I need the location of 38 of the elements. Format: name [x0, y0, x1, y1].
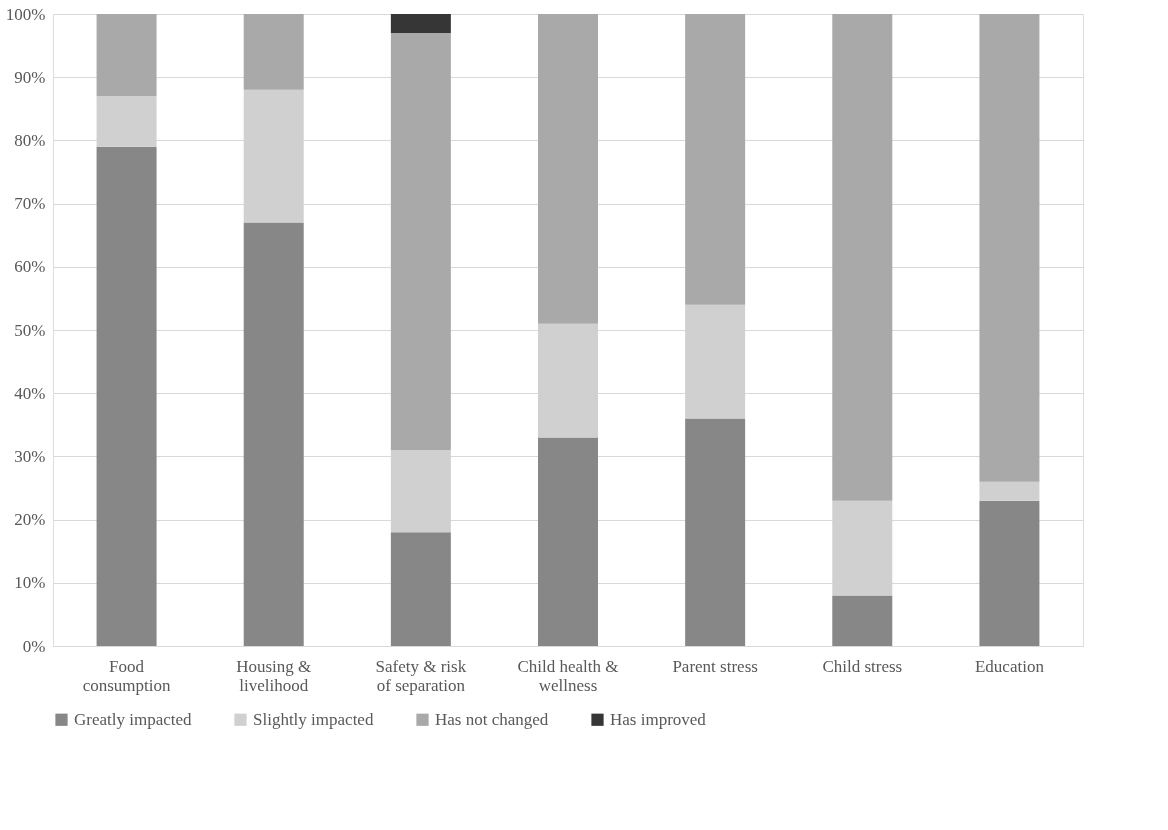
y-tick-label: 20% [14, 510, 46, 530]
bar [979, 500, 1040, 646]
legend-label: Has improved [610, 709, 707, 729]
y-tick-label: 0% [22, 636, 46, 656]
bar [979, 14, 1040, 482]
y-tick-label: 10% [14, 573, 46, 593]
x-tick-label: Child health & wellness [517, 656, 619, 695]
bar [685, 418, 746, 646]
bar [390, 532, 451, 646]
bar [243, 14, 304, 90]
bar [96, 14, 157, 97]
x-tick-label: Safety & risk of separation [375, 656, 467, 695]
x-tick-label: Education [974, 656, 1045, 676]
y-tick-label: 30% [14, 446, 46, 466]
bar [979, 481, 1040, 501]
y-tick-label: 80% [14, 130, 46, 150]
y-tick-label: 90% [14, 67, 46, 87]
y-tick-label: 40% [14, 383, 46, 403]
legend-label: Slightly impacted [253, 709, 374, 729]
bar [243, 222, 304, 646]
x-tick-label: Food consumption [82, 656, 171, 695]
bar [685, 14, 746, 305]
bar [832, 14, 893, 501]
y-tick-label: 50% [14, 320, 46, 340]
x-tick-label: Parent stress [672, 656, 758, 676]
bar [538, 437, 598, 646]
x-tick-label: Child stress [822, 656, 903, 676]
bar [832, 595, 893, 646]
bar [390, 14, 451, 33]
bar [538, 14, 598, 324]
legend-label: Greatly impacted [74, 709, 193, 729]
bar [96, 146, 157, 646]
y-tick-label: 70% [14, 194, 46, 214]
y-tick-label: 100% [5, 4, 46, 24]
y-tick-label: 60% [14, 257, 46, 277]
legend-label: Has not changed [435, 709, 549, 729]
bar [390, 32, 451, 451]
x-tick-label: Housing & livelihood [236, 656, 312, 695]
